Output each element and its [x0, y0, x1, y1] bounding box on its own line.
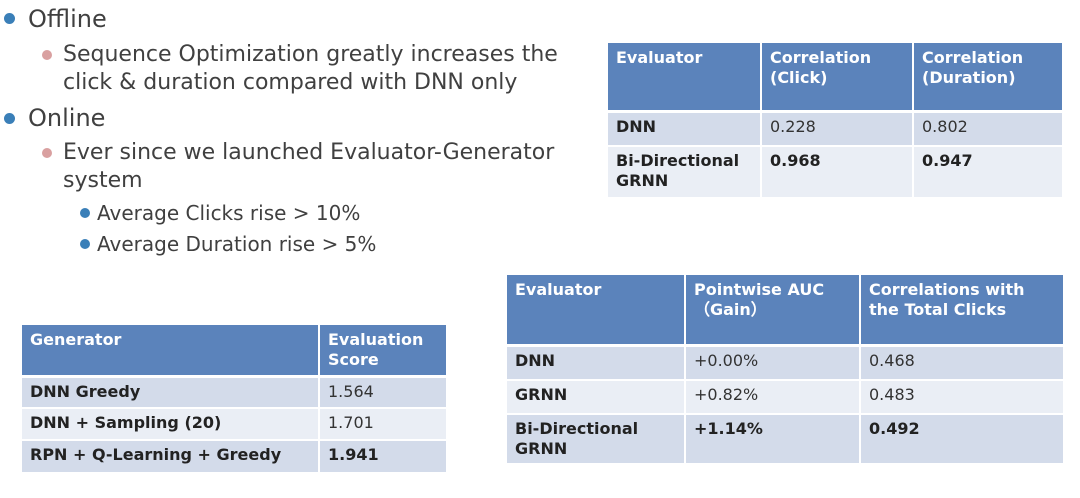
bullet-online-sub-line2: system — [63, 168, 143, 193]
table-row: Bi-Directional GRNN 0.968 0.947 — [608, 147, 1064, 199]
bullet-duration-rise: Average Duration rise > 5% — [97, 232, 377, 256]
table-row: DNN Greedy 1.564 — [22, 378, 448, 409]
bullet-dot-icon — [42, 50, 52, 60]
cell-generator: DNN + Sampling (20) — [22, 409, 320, 441]
cell-corr-click: 0.228 — [762, 113, 914, 147]
cell-corr-duration: 0.802 — [914, 113, 1064, 147]
bullet-offline: Offline — [28, 5, 107, 33]
table-row: DNN 0.228 0.802 — [608, 113, 1064, 147]
bullet-clicks-rise: Average Clicks rise > 10% — [97, 201, 361, 225]
bullet-dot-icon — [42, 148, 52, 158]
cell-auc-gain: +0.82% — [686, 381, 861, 415]
bullet-dot-icon — [80, 239, 90, 249]
bullet-offline-sub-line2: click & duration compared with DNN only — [63, 70, 518, 95]
cell-corr-duration: 0.947 — [914, 147, 1064, 199]
header-correlation-duration: Correlation (Duration) — [914, 43, 1064, 113]
bullet-dot-icon — [80, 208, 90, 218]
table-row: Bi-Directional GRNN +1.14% 0.492 — [507, 415, 1065, 465]
generator-score-table: Generator Evaluation Score DNN Greedy 1.… — [22, 325, 448, 474]
table-row: DNN +0.00% 0.468 — [507, 347, 1065, 381]
cell-auc-gain: +1.14% — [686, 415, 861, 465]
cell-evaluator: Bi-Directional GRNN — [608, 147, 762, 199]
cell-generator: DNN Greedy — [22, 378, 320, 409]
header-pointwise-auc: Pointwise AUC（Gain） — [686, 275, 861, 347]
header-evaluator: Evaluator — [608, 43, 762, 113]
cell-evaluator: DNN — [608, 113, 762, 147]
evaluator-correlation-table: Evaluator Correlation (Click) Correlatio… — [608, 43, 1064, 199]
bullet-online-sub-line1: Ever since we launched Evaluator-Generat… — [63, 140, 555, 165]
cell-evaluator: GRNN — [507, 381, 686, 415]
cell-corr-total: 0.492 — [861, 415, 1065, 465]
cell-corr-total: 0.483 — [861, 381, 1065, 415]
cell-auc-gain: +0.00% — [686, 347, 861, 381]
cell-corr-click: 0.968 — [762, 147, 914, 199]
cell-evaluator: Bi-Directional GRNN — [507, 415, 686, 465]
cell-score: 1.564 — [320, 378, 448, 409]
header-evaluator: Evaluator — [507, 275, 686, 347]
header-correlations-total-clicks: Correlations with the Total Clicks — [861, 275, 1065, 347]
cell-score: 1.941 — [320, 441, 448, 474]
bullet-dot-icon — [4, 13, 15, 24]
table-row: DNN + Sampling (20) 1.701 — [22, 409, 448, 441]
bullet-dot-icon — [4, 113, 15, 124]
cell-generator: RPN + Q-Learning + Greedy — [22, 441, 320, 474]
header-evaluation-score: Evaluation Score — [320, 325, 448, 378]
table-row: GRNN +0.82% 0.483 — [507, 381, 1065, 415]
table-row: RPN + Q-Learning + Greedy 1.941 — [22, 441, 448, 474]
bullet-online: Online — [28, 104, 106, 132]
bullet-offline-sub-line1: Sequence Optimization greatly increases … — [63, 42, 558, 67]
header-correlation-click: Correlation (Click) — [762, 43, 914, 113]
header-generator: Generator — [22, 325, 320, 378]
evaluator-auc-table: Evaluator Pointwise AUC（Gain） Correlatio… — [507, 275, 1065, 465]
cell-corr-total: 0.468 — [861, 347, 1065, 381]
cell-score: 1.701 — [320, 409, 448, 441]
cell-evaluator: DNN — [507, 347, 686, 381]
